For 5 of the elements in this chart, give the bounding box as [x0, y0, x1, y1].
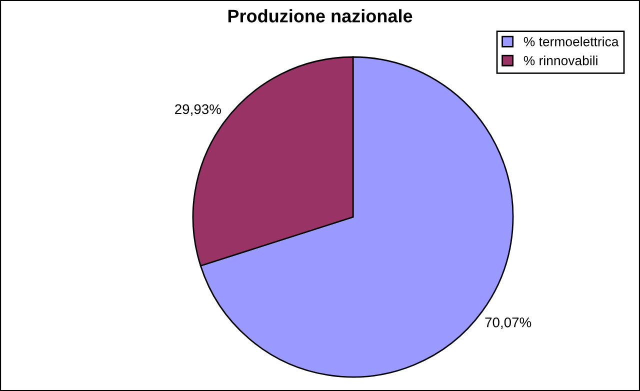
legend-label: % rinnovabili	[524, 56, 598, 66]
data-label: 70,07%	[485, 317, 532, 329]
data-label: 29,93%	[175, 104, 221, 116]
legend-label: % termoelettrica	[524, 36, 619, 46]
chart-title: Produzione nazionale	[228, 9, 412, 22]
